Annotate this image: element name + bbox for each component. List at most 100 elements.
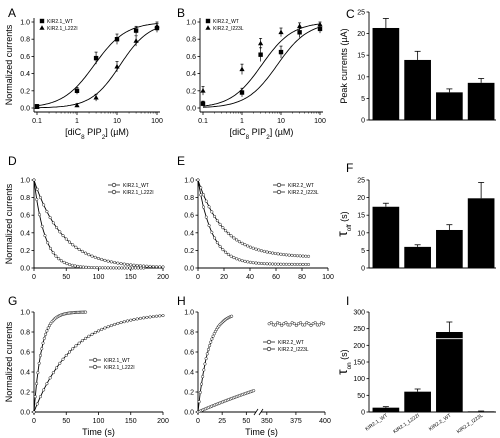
trace-point (246, 260, 250, 264)
trace-point (151, 265, 155, 269)
panel-label-f: F (346, 161, 353, 175)
trace-point (148, 264, 152, 268)
panel-e: 0.0 0.2 0.4 0.6 0.8 1.0 0 20 40 60 80 100 KIR2.2_WTK… (184, 178, 334, 282)
trace-point (41, 341, 45, 345)
legend-marker (205, 25, 211, 30)
trace-point (51, 221, 55, 225)
trace-point (210, 337, 214, 341)
legend-marker (266, 346, 272, 352)
trace-point (243, 243, 247, 247)
bar (467, 82, 495, 120)
trace-point (93, 255, 97, 259)
trace-point (203, 362, 207, 366)
trace-point (43, 234, 47, 238)
trace-point (290, 253, 294, 257)
trace-point (38, 196, 42, 200)
trace-point (235, 238, 239, 242)
data-point (133, 28, 139, 33)
trace-point (268, 262, 272, 266)
x-tick-label: 0 (196, 418, 200, 425)
trace-point (290, 262, 294, 266)
trace-point (284, 253, 288, 257)
trace-point (46, 326, 50, 330)
trace-point (284, 321, 288, 325)
trace-point (100, 257, 104, 261)
trace-point (87, 265, 91, 269)
trace-point (199, 382, 204, 386)
trace-point (304, 254, 308, 258)
trace-point (204, 199, 208, 203)
x-tick-label: 150 (125, 274, 137, 281)
trace-point (119, 321, 123, 325)
trace-point (252, 389, 256, 393)
trace-point (240, 259, 244, 263)
x-tick-label: 10 (113, 118, 121, 125)
trace-point (103, 326, 107, 330)
trace-point (132, 263, 136, 267)
trace-point (103, 266, 107, 270)
trace-point (199, 193, 203, 197)
trace-point (35, 187, 39, 191)
bar (467, 198, 495, 268)
x-tick-label: 0.1 (32, 118, 42, 125)
y-tick-label: 0.4 (20, 370, 30, 377)
label-part: 8 (246, 134, 250, 141)
legend-entry: KIR2.1_WT (104, 358, 130, 364)
trace-point (204, 215, 208, 219)
y-tick-label: 0 (361, 118, 365, 125)
y-tick-label: 0.6 (20, 54, 30, 61)
label-part: Normalized currents (4, 24, 14, 105)
y-tick-label: 0.2 (184, 390, 194, 397)
axis-break-mark (258, 408, 264, 416)
legend-marker (266, 339, 272, 345)
trace-point (226, 231, 230, 235)
trace-point (158, 314, 162, 318)
panel-label-h: H (177, 294, 186, 308)
y-tick-label: 0.2 (20, 390, 30, 397)
trace-point (145, 315, 149, 319)
trace-point (208, 344, 212, 348)
y-axis-label: τoff (s) (335, 211, 353, 236)
data-point (133, 38, 139, 43)
trace-point (92, 266, 96, 270)
y-tick-label: 0.0 (184, 266, 194, 273)
data-point (114, 63, 120, 69)
trace-point (37, 213, 42, 217)
y-tick-label: 0 (361, 266, 365, 273)
trace-point (273, 323, 277, 327)
legend-marker (205, 18, 211, 24)
data-point (239, 66, 245, 72)
trace-point (62, 260, 66, 264)
panel-g: 0.0 0.2 0.4 0.6 0.8 1.0 0 50 100 150 200 KIR2.1_WTK… (4, 310, 169, 438)
trace-point (129, 263, 133, 267)
trace-point (81, 265, 85, 269)
trace-point (226, 252, 230, 256)
label-part: Peak currents (µA) (339, 28, 349, 103)
panel-label-i: I (346, 294, 349, 308)
label-part: ] (µM) (270, 127, 294, 137)
trace-point (80, 339, 84, 343)
legend-entry: KIR2.1_L222I (104, 365, 135, 371)
x-tick-label: 100 (93, 418, 105, 425)
trace-point (288, 323, 292, 327)
trace-point (74, 245, 78, 249)
trace-point (138, 316, 142, 320)
trace-point (58, 230, 62, 234)
y-tick-label: 0.6 (20, 350, 30, 357)
trace-point (119, 262, 123, 266)
y-tick-label: 20 (357, 31, 365, 38)
trace-point (84, 251, 88, 255)
trace-point (55, 366, 59, 370)
bar (436, 332, 463, 412)
trace-point (248, 245, 253, 249)
trace-point (113, 261, 117, 265)
y-tick-label: 0.8 (20, 330, 30, 337)
legend-marker (92, 364, 98, 370)
label-part: Time (s) (245, 427, 278, 437)
trace-point (48, 246, 52, 250)
panel-c: 0 5 10 15 20 25 Peak currents (µA) (339, 10, 496, 125)
trace-point (109, 266, 113, 270)
trace-point (268, 251, 272, 255)
legend-entry: KIR2.1_WT (47, 19, 73, 25)
fit-curve (202, 23, 321, 107)
